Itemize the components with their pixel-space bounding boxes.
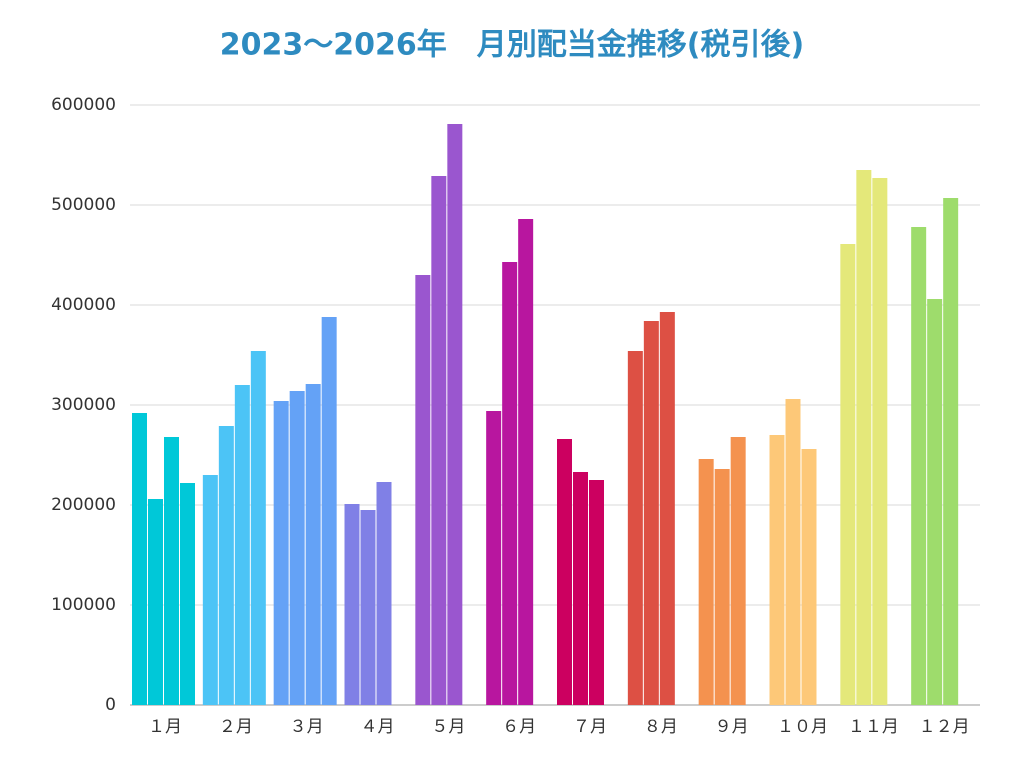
bar xyxy=(698,459,714,705)
y-tick-label: 300000 xyxy=(51,395,116,415)
x-tick-label: ７月 xyxy=(573,717,607,737)
x-tick-label: １０月 xyxy=(777,717,828,737)
bar xyxy=(447,124,463,705)
bar xyxy=(202,475,218,705)
bar xyxy=(943,198,959,705)
bar xyxy=(289,391,305,705)
bar xyxy=(234,385,250,705)
bar xyxy=(431,176,447,705)
x-tick-label: ５月 xyxy=(431,717,465,737)
bar xyxy=(840,244,856,705)
y-tick-label: 600000 xyxy=(51,95,116,115)
bar xyxy=(502,262,518,705)
bar xyxy=(911,227,927,705)
x-tick-label: ８月 xyxy=(644,717,678,737)
bar xyxy=(273,401,289,705)
bar xyxy=(415,275,431,705)
bar xyxy=(856,170,872,705)
x-tick-label: ９月 xyxy=(715,717,749,737)
bar xyxy=(643,321,659,705)
y-tick-label: 200000 xyxy=(51,495,116,515)
bar xyxy=(769,435,785,705)
bar xyxy=(180,483,195,705)
bar xyxy=(573,472,588,705)
bar xyxy=(360,510,376,705)
y-tick-label: 400000 xyxy=(51,295,116,315)
bar xyxy=(376,482,392,705)
y-tick-label: 100000 xyxy=(51,595,116,615)
x-tick-label: １月 xyxy=(148,717,182,737)
bar xyxy=(321,317,337,705)
y-tick-label: 0 xyxy=(105,695,116,715)
x-tick-label: ３月 xyxy=(290,717,324,737)
bar xyxy=(250,351,266,705)
x-tick-label: ２月 xyxy=(219,717,253,737)
bar xyxy=(218,426,234,705)
bar xyxy=(132,413,147,705)
x-tick-label: １１月 xyxy=(848,717,899,737)
x-tick-label: ６月 xyxy=(502,717,536,737)
x-tick-label: １２月 xyxy=(919,717,970,737)
x-tick-label: ４月 xyxy=(361,717,395,737)
bar xyxy=(344,504,360,705)
bar xyxy=(486,411,502,705)
bar xyxy=(927,299,943,705)
bar xyxy=(627,351,643,705)
bar xyxy=(714,469,730,705)
bar xyxy=(518,219,534,705)
bar xyxy=(730,437,746,705)
bar xyxy=(557,439,572,705)
y-tick-label: 500000 xyxy=(51,195,116,215)
bar xyxy=(589,480,604,705)
chart-title: 2023～2026年 月別配当金推移(税引後) xyxy=(220,28,804,63)
bar xyxy=(785,399,801,705)
bar xyxy=(305,384,321,705)
bar xyxy=(164,437,179,705)
bar xyxy=(872,178,888,705)
bar xyxy=(659,312,675,705)
bar xyxy=(801,449,817,705)
bar xyxy=(148,499,163,705)
